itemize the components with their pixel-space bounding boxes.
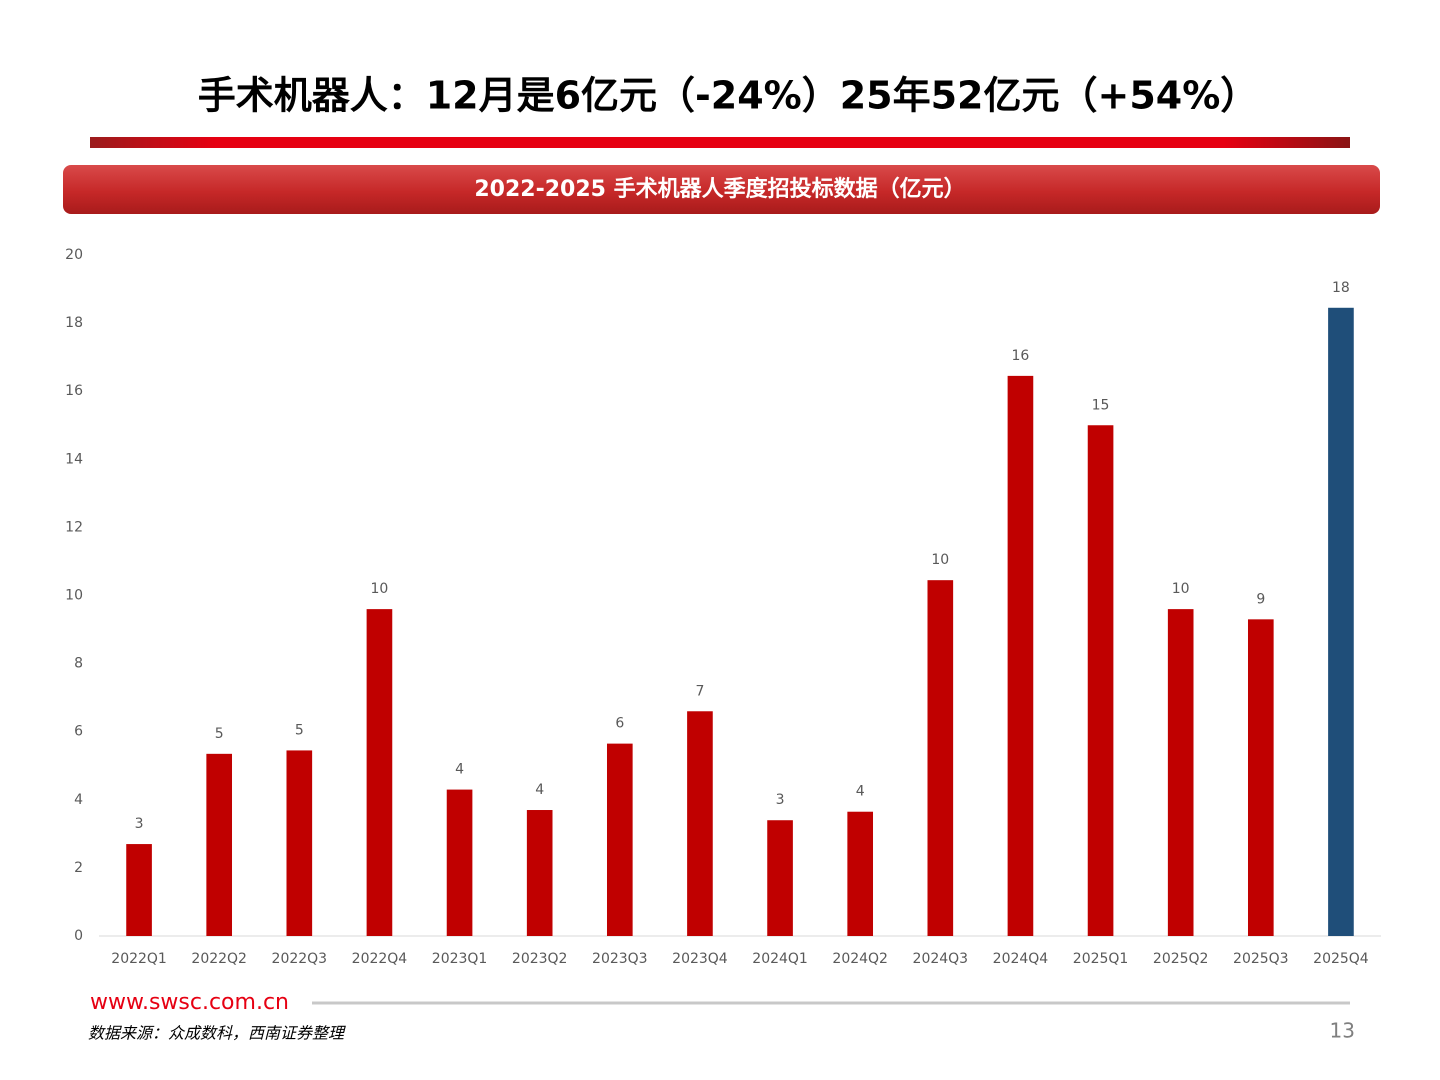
x-tick-label: 2025Q2 bbox=[1153, 951, 1209, 967]
x-tick-label: 2022Q2 bbox=[191, 951, 247, 967]
bar bbox=[847, 811, 874, 936]
x-tick-label: 2023Q4 bbox=[672, 951, 728, 967]
y-tick-label: 12 bbox=[65, 519, 83, 535]
chart-banner bbox=[63, 165, 1380, 214]
y-tick-label: 10 bbox=[65, 588, 83, 604]
y-tick-label: 16 bbox=[65, 383, 83, 399]
x-tick-label: 2024Q2 bbox=[832, 951, 888, 967]
data-label: 4 bbox=[856, 784, 865, 800]
bar bbox=[767, 820, 793, 936]
bar bbox=[206, 753, 233, 936]
data-label: 5 bbox=[215, 726, 224, 742]
data-label: 4 bbox=[535, 782, 544, 798]
x-tick-label: 2025Q4 bbox=[1313, 951, 1369, 967]
website: www.swsc.com.cn bbox=[90, 990, 289, 1015]
x-tick-label: 2024Q1 bbox=[752, 951, 808, 967]
slide-title: 手术机器人：12月是6亿元（-24%）25年52亿元（+54%） bbox=[198, 74, 1259, 118]
x-tick-label: 2022Q1 bbox=[111, 951, 167, 967]
x-tick-label: 2023Q1 bbox=[432, 951, 488, 967]
y-tick-label: 4 bbox=[74, 792, 83, 808]
y-tick-label: 2 bbox=[74, 860, 83, 876]
bar bbox=[606, 743, 633, 936]
data-label: 10 bbox=[371, 581, 389, 597]
bar bbox=[1328, 307, 1354, 937]
y-tick-label: 14 bbox=[65, 451, 83, 467]
chart-title: 2022-2025 手术机器人季度招投标数据（亿元） bbox=[474, 176, 965, 202]
data-label: 6 bbox=[615, 716, 624, 732]
y-tick-label: 18 bbox=[65, 315, 83, 331]
bar bbox=[687, 711, 713, 936]
y-tick-label: 6 bbox=[74, 724, 83, 740]
data-label: 16 bbox=[1012, 348, 1030, 364]
x-tick-label: 2023Q3 bbox=[592, 951, 648, 967]
x-tick-label: 2024Q3 bbox=[913, 951, 969, 967]
x-tick-label: 2024Q4 bbox=[993, 951, 1049, 967]
bar bbox=[1247, 619, 1274, 936]
y-tick-label: 20 bbox=[65, 247, 83, 263]
x-tick-label: 2022Q4 bbox=[352, 951, 408, 967]
title-stripe bbox=[90, 137, 1350, 148]
data-label: 18 bbox=[1332, 280, 1350, 296]
y-tick-label: 0 bbox=[74, 928, 83, 944]
bar bbox=[1087, 425, 1114, 936]
bar bbox=[1007, 375, 1034, 936]
bar bbox=[927, 580, 954, 936]
x-tick-label: 2025Q1 bbox=[1073, 951, 1129, 967]
data-label: 4 bbox=[455, 762, 464, 778]
x-tick-label: 2022Q3 bbox=[272, 951, 328, 967]
x-tick-label: 2023Q2 bbox=[512, 951, 568, 967]
data-label: 3 bbox=[135, 816, 144, 832]
data-label: 5 bbox=[295, 722, 304, 738]
data-label: 7 bbox=[695, 683, 704, 699]
data-label: 3 bbox=[776, 792, 785, 808]
x-tick-label: 2025Q3 bbox=[1233, 951, 1289, 967]
bar bbox=[286, 750, 313, 936]
data-label: 9 bbox=[1256, 591, 1265, 607]
bar bbox=[446, 789, 473, 936]
data-label: 10 bbox=[1172, 581, 1190, 597]
y-tick-label: 8 bbox=[74, 656, 83, 672]
data-label: 10 bbox=[931, 552, 949, 568]
bar bbox=[126, 844, 152, 936]
bar bbox=[1167, 609, 1194, 936]
bar bbox=[366, 609, 393, 936]
page-number: 13 bbox=[1330, 1019, 1355, 1043]
bar bbox=[526, 810, 553, 936]
source-note: 数据来源：众成数科，西南证券整理 bbox=[88, 1024, 346, 1043]
data-label: 15 bbox=[1092, 397, 1110, 413]
